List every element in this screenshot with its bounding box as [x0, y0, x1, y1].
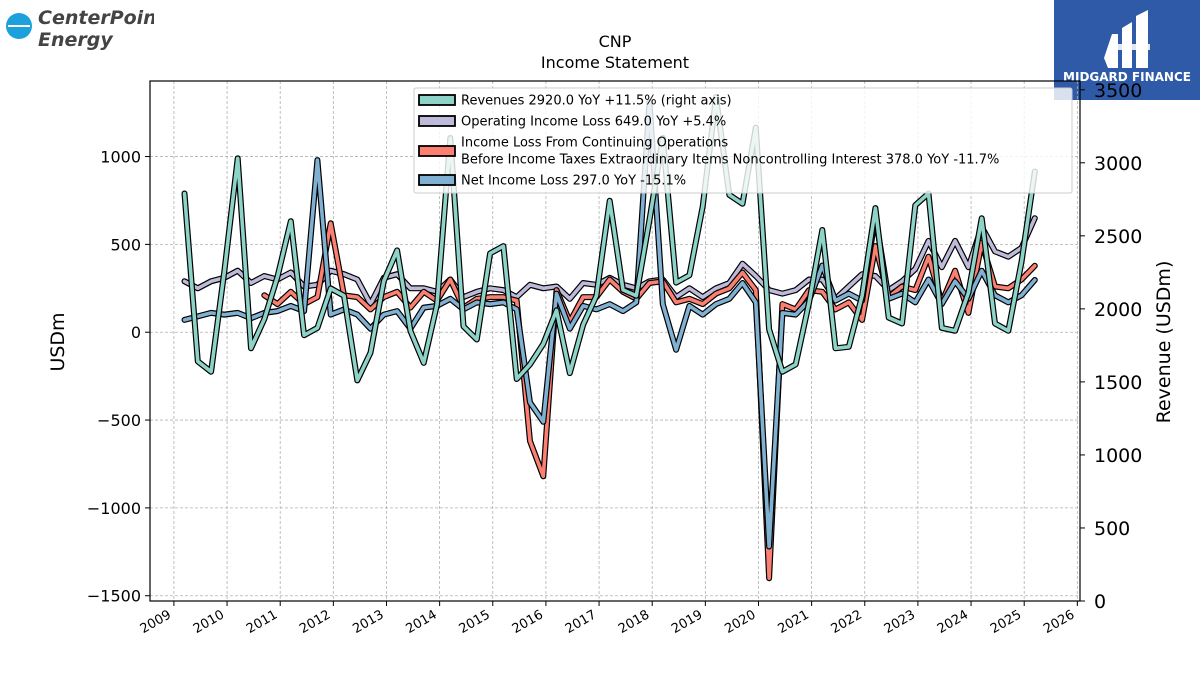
series-line-revenues	[182, 95, 1037, 383]
y-tick-label-right: 0	[1094, 591, 1106, 613]
legend-swatch	[418, 94, 456, 106]
legend-label: Operating Income Loss 649.0 YoY +5.4%	[461, 115, 726, 130]
y-tick-label-right: 500	[1094, 518, 1130, 540]
y-tick-label-right: 1000	[1094, 445, 1142, 467]
x-tick-label: 2024	[935, 607, 971, 637]
x-tick-label: 2020	[722, 607, 758, 637]
logo-text-line2: Energy	[38, 29, 114, 51]
y-tick-label-left: −1500	[87, 587, 141, 606]
y-tick-label-left: −500	[97, 411, 141, 430]
x-tick-label: 2018	[616, 607, 652, 637]
midgard-finance-logo: MIDGARD FINANCE	[1054, 0, 1200, 100]
logo-text-line1: CenterPoint.	[38, 7, 154, 29]
series-line-pretax-income-loss	[262, 221, 1037, 580]
x-tick-label: 2011	[244, 607, 280, 637]
y-axis-label-right: Revenue (USDm)	[1153, 261, 1175, 424]
legend-label: Income Loss From Continuing Operations	[461, 136, 728, 151]
legend-swatch	[418, 145, 456, 157]
y-tick-label-right: 1500	[1094, 372, 1142, 394]
series-layer	[181, 94, 1038, 582]
legend-label: Net Income Loss 297.0 YoY -15.1%	[461, 174, 686, 189]
midgard-emblem-icon	[1104, 10, 1150, 68]
y-tick-label-right: 2000	[1094, 299, 1142, 321]
y-tick-label-right: 3000	[1094, 153, 1142, 175]
x-tick-label: 2012	[297, 607, 333, 637]
legend-box	[413, 87, 1073, 194]
legend-swatch	[418, 174, 456, 186]
series-net-income-loss	[181, 99, 1038, 550]
y-axis-label-left: USDm	[47, 312, 69, 371]
plot-frame	[149, 80, 1081, 602]
x-tick-label: 2010	[191, 607, 227, 637]
y-tick-label-right: 3500	[1094, 80, 1142, 102]
series-pretax-income-loss	[261, 220, 1038, 582]
legend-label: Revenues 2920.0 YoY +11.5% (right axis)	[461, 94, 732, 109]
x-tick-label: 2014	[403, 607, 439, 637]
legend: Revenues 2920.0 YoY +11.5% (right axis) O…	[413, 87, 1073, 194]
y-tick-label-left: 0	[131, 323, 141, 342]
y-tick-label-left: −1000	[87, 499, 141, 518]
legend-label: Before Income Taxes Extraordinary Items …	[461, 153, 999, 168]
x-tick-label: 2009	[138, 607, 174, 637]
x-tick-label: 2023	[882, 607, 918, 637]
y-tick-label-left: 500	[110, 235, 141, 254]
x-tick-label: 2019	[669, 607, 705, 637]
midgard-finance-text: MIDGARD FINANCE	[1063, 70, 1191, 84]
chart-subtitle: Income Statement	[541, 53, 689, 72]
x-tick-label: 2015	[457, 607, 493, 637]
x-tick-label: 2021	[775, 607, 811, 637]
y-tick-label-left: 1000	[100, 148, 141, 167]
x-tick-label: 2025	[988, 607, 1024, 637]
chart-title: CNP	[599, 32, 632, 51]
x-tick-label: 2022	[829, 607, 865, 637]
x-tick-label: 2016	[510, 607, 546, 637]
y-tick-label-right: 2500	[1094, 226, 1142, 248]
series-revenues	[181, 94, 1038, 384]
legend-swatch	[418, 115, 456, 127]
x-tick-label: 2026	[1041, 607, 1077, 637]
x-tick-label: 2017	[563, 607, 599, 637]
x-tick-label: 2013	[350, 607, 386, 637]
series-line-net-income-loss	[182, 100, 1037, 549]
centerpoint-energy-logo: CenterPoint. Energy	[4, 4, 173, 54]
